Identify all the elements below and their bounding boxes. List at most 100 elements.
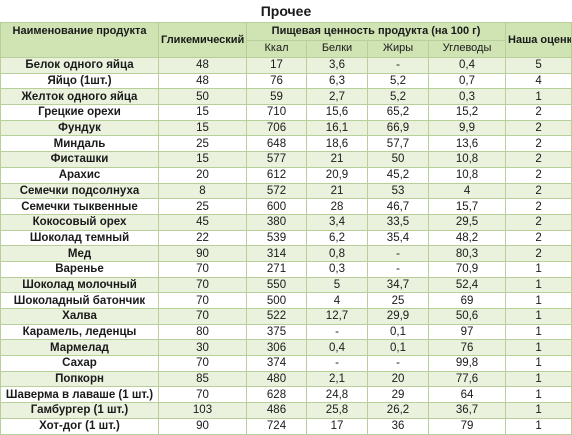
cell-name: Фундук xyxy=(0,119,159,137)
table-row: Мед 90 314 0,8-80,3 2 xyxy=(0,245,572,262)
cell-fat: - xyxy=(367,355,429,372)
cell-rating: 2 xyxy=(505,135,572,153)
cell-kcal: 500 xyxy=(246,292,307,309)
cell-gi: 15 xyxy=(158,119,247,137)
cell-gi: 90 xyxy=(158,417,247,435)
cell-rating: 1 xyxy=(505,260,572,278)
cell-gi: 45 xyxy=(158,213,247,231)
cell-kcal: 375 xyxy=(246,323,307,341)
cell-fat: 36 xyxy=(367,417,429,435)
cell-protein: 15,6 xyxy=(306,104,368,121)
cell-kcal: 724 xyxy=(246,417,307,435)
table-row: Фундук 15 706 16,1 66,9 9,9 2 xyxy=(0,119,572,137)
cell-fat: 20 xyxy=(367,370,429,388)
cell-carbs: 0,3 xyxy=(427,88,507,106)
cell-name: Попкорн xyxy=(0,370,159,388)
table-row: Яйцо (1шт.) 48 76 6,3 5,2 0,7 4 xyxy=(0,72,572,90)
cell-rating: 2 xyxy=(505,245,572,262)
cell-protein: 28 xyxy=(306,198,368,215)
cell-fat: 35,4 xyxy=(367,229,429,247)
cell-kcal: 648 xyxy=(246,135,307,153)
table-row: Семечки подсолнуха 8 572 21 53 4 2 xyxy=(0,182,572,200)
cell-protein: 0,3 xyxy=(306,260,368,278)
cell-name: Хот-дог (1 шт.) xyxy=(0,417,159,435)
cell-name: Белок одного яйца xyxy=(0,57,159,74)
cell-name: Кокосовый орех xyxy=(0,213,159,231)
cell-gi: 70 xyxy=(158,276,247,294)
cell-fat: 46,7 xyxy=(367,198,429,215)
cell-carbs: 0,7 xyxy=(427,72,507,90)
cell-name: Варенье xyxy=(0,260,159,278)
table-row: Желток одного яйца 50 59 2,7 5,2 0,3 1 xyxy=(0,88,572,106)
cell-gi: 70 xyxy=(158,260,247,278)
cell-rating: 2 xyxy=(505,166,572,184)
cell-kcal: 76 xyxy=(246,72,307,90)
header-carbs: Углеводы xyxy=(427,39,507,58)
cell-rating: 1 xyxy=(505,370,572,388)
cell-name: Мармелад xyxy=(0,339,159,357)
cell-rating: 1 xyxy=(505,276,572,294)
table-row: Семечки тыквенные 25 600 28 46,7 15,7 2 xyxy=(0,198,572,215)
cell-carbs: 76 xyxy=(427,339,507,357)
table-row: Гамбургер (1 шт.) 103 486 25,8 26,2 36,7 1 xyxy=(0,402,572,419)
cell-protein: 18,6 xyxy=(306,135,368,153)
cell-gi: 70 xyxy=(158,386,247,404)
cell-fat: 50 xyxy=(367,151,429,168)
cell-gi: 20 xyxy=(158,166,247,184)
table-row: Кокосовый орех 45 380 3,4 33,5 29,5 2 xyxy=(0,213,572,231)
cell-rating: 1 xyxy=(505,386,572,404)
cell-name: Халва xyxy=(0,308,159,325)
cell-name: Семечки тыквенные xyxy=(0,198,159,215)
cell-rating: 2 xyxy=(505,104,572,121)
cell-protein: 20,9 xyxy=(306,166,368,184)
cell-kcal: 706 xyxy=(246,119,307,137)
cell-protein: 6,2 xyxy=(306,229,368,247)
table-row: Шоколад темный 22 539 6,2 35,4 48,2 2 xyxy=(0,229,572,247)
table-row: Миндаль 25 648 18,6 57,7 13,6 2 xyxy=(0,135,572,153)
table-header: Наименование продукта Гликемический инде… xyxy=(0,22,572,58)
cell-name: Сахар xyxy=(0,355,159,372)
cell-rating: 1 xyxy=(505,402,572,419)
cell-protein: 3,6 xyxy=(306,57,368,74)
cell-protein: 5 xyxy=(306,276,368,294)
header-rating: Наша оценка xyxy=(505,22,572,58)
cell-name: Яйцо (1шт.) xyxy=(0,72,159,90)
header-fat: Жиры xyxy=(367,39,429,58)
cell-protein: 25,8 xyxy=(306,402,368,419)
cell-gi: 48 xyxy=(158,72,247,90)
cell-rating: 2 xyxy=(505,198,572,215)
cell-fat: - xyxy=(367,245,429,262)
cell-rating: 5 xyxy=(505,57,572,74)
cell-carbs: 0,4 xyxy=(427,57,507,74)
cell-carbs: 13,6 xyxy=(427,135,507,153)
cell-carbs: 29,5 xyxy=(427,213,507,231)
header-kcal: Ккал xyxy=(246,39,307,58)
table-row: Шоколад молочный 70 550 5 34,7 52,4 1 xyxy=(0,276,572,294)
cell-name: Шоколад темный xyxy=(0,229,159,247)
table-row: Грецкие орехи 15 710 15,6 65,2 15,2 2 xyxy=(0,104,572,121)
cell-gi: 80 xyxy=(158,323,247,341)
table-row: Хот-дог (1 шт.) 90 724 17 36 79 1 xyxy=(0,417,572,435)
cell-gi: 30 xyxy=(158,339,247,357)
cell-fat: - xyxy=(367,57,429,74)
cell-rating: 1 xyxy=(505,355,572,372)
cell-carbs: 48,2 xyxy=(427,229,507,247)
cell-gi: 22 xyxy=(158,229,247,247)
cell-gi: 70 xyxy=(158,355,247,372)
cell-protein: 16,1 xyxy=(306,119,368,137)
cell-name: Арахис xyxy=(0,166,159,184)
cell-rating: 2 xyxy=(505,182,572,200)
cell-protein: - xyxy=(306,323,368,341)
cell-fat: 5,2 xyxy=(367,72,429,90)
cell-protein: 21 xyxy=(306,151,368,168)
cell-fat: 65,2 xyxy=(367,104,429,121)
cell-kcal: 539 xyxy=(246,229,307,247)
cell-name: Желток одного яйца xyxy=(0,88,159,106)
header-name: Наименование продукта xyxy=(0,22,159,58)
cell-carbs: 4 xyxy=(427,182,507,200)
table-row: Халва 70 522 12,7 29,9 50,6 1 xyxy=(0,308,572,325)
cell-fat: - xyxy=(367,260,429,278)
cell-protein: 12,7 xyxy=(306,308,368,325)
cell-fat: 45,2 xyxy=(367,166,429,184)
page-title: Прочее xyxy=(260,3,312,19)
